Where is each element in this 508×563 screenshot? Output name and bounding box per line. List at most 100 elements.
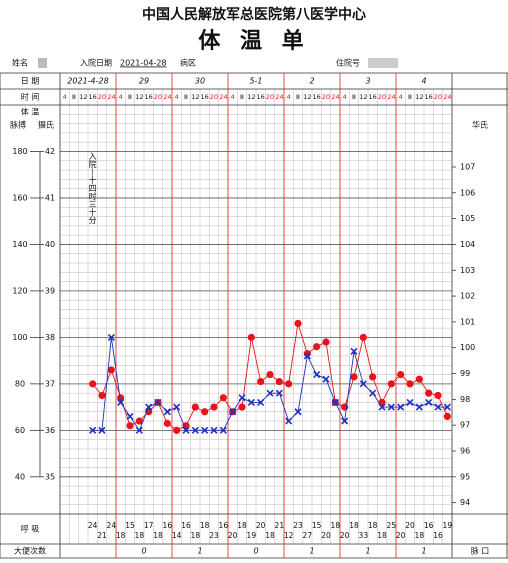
id-label: 住院号 (336, 58, 360, 68)
row-label: 脉搏 (10, 120, 26, 130)
pulse-point (126, 422, 134, 430)
pulse-point (238, 403, 246, 411)
time-label: 8 (296, 93, 300, 101)
time-label: 12 (415, 93, 423, 101)
celsius-tick-label: 40 (45, 240, 55, 249)
respiration-value: 24 (88, 521, 98, 530)
temperature-point (313, 371, 321, 379)
pulse-point (191, 403, 199, 411)
respiration-value: 20 (228, 531, 238, 540)
time-label: 20 (322, 93, 330, 101)
temperature-point (135, 426, 143, 434)
respiration-value: 20 (321, 531, 331, 540)
fahrenheit-tick-label: 106 (460, 188, 475, 197)
respiration-value: 18 (135, 531, 145, 540)
date-label: 3 (365, 77, 370, 86)
pulse-point (173, 426, 181, 434)
row-label: 华氏 (472, 120, 488, 130)
temperature-point (107, 333, 115, 341)
fahrenheit-tick-label: 102 (460, 292, 475, 301)
temperature-point (415, 403, 423, 411)
pulse-point (443, 412, 451, 420)
temperature-point (182, 426, 190, 434)
pulse-point (219, 394, 227, 402)
time-label: 24 (387, 93, 395, 101)
respiration-value: 16 (424, 521, 434, 530)
stool-value: 1 (421, 547, 426, 556)
time-label: 16 (313, 93, 321, 101)
time-label: 8 (184, 93, 188, 101)
time-label: 12 (247, 93, 255, 101)
fahrenheit-tick-label: 101 (460, 317, 475, 326)
celsius-tick-label: 38 (45, 333, 55, 342)
annotation: 入院—十四时三十分 (88, 152, 97, 225)
fahrenheit-tick-label: 103 (460, 266, 475, 275)
pulse-point (434, 391, 442, 400)
time-label: 24 (107, 93, 115, 101)
fahrenheit-tick-label: 100 (460, 343, 475, 352)
temperature-point (350, 347, 358, 355)
temperature-point (387, 403, 395, 411)
celsius-tick-label: 41 (45, 193, 55, 202)
respiration-value: 25 (387, 521, 397, 530)
admission-label: 入院日期 (80, 58, 112, 68)
time-label: 4 (231, 93, 235, 101)
row-label: 脉 口 (471, 546, 490, 556)
pulse-point (350, 373, 358, 381)
stool-value: 0 (141, 547, 146, 556)
time-label: 8 (352, 93, 356, 101)
temperature-point (397, 403, 405, 411)
time-label: 24 (163, 93, 171, 101)
stool-value: 1 (309, 547, 314, 556)
row-label: 日 期 (21, 77, 40, 86)
pulse-point (425, 389, 433, 397)
time-label: 24 (219, 93, 227, 101)
temperature-point (406, 398, 414, 407)
respiration-value: 23 (209, 531, 219, 540)
pulse-tick-label: 60 (15, 426, 25, 435)
respiration-value: 20 (396, 531, 406, 540)
time-label: 20 (154, 93, 162, 101)
respiration-value: 21 (275, 521, 285, 530)
temperature-point (443, 403, 451, 411)
time-label: 12 (135, 93, 143, 101)
pulse-point (98, 391, 106, 400)
time-label: 8 (240, 93, 244, 101)
pulse-tick-label: 160 (12, 193, 27, 202)
respiration-value: 18 (349, 521, 359, 530)
pulse-point (275, 377, 283, 386)
temperature-point (191, 426, 199, 434)
fahrenheit-tick-label: 105 (460, 214, 475, 223)
time-label: 20 (266, 93, 274, 101)
celsius-tick-label: 36 (45, 426, 55, 435)
respiration-value: 16 (219, 521, 229, 530)
time-label: 4 (399, 93, 403, 101)
time-label: 4 (175, 93, 179, 101)
temperature-point (154, 398, 162, 407)
name-label: 姓名 (12, 58, 28, 68)
temperature-point (294, 408, 302, 416)
respiration-value: 20 (340, 531, 350, 540)
time-label: 16 (257, 93, 265, 101)
temperature-point (173, 403, 181, 411)
time-label: 16 (369, 93, 377, 101)
respiration-value: 18 (116, 531, 126, 540)
stool-value: 0 (253, 547, 258, 556)
time-label: 12 (359, 93, 367, 101)
respiration-value: 19 (247, 531, 257, 540)
pulse-point (397, 370, 405, 379)
pulse-tick-label: 100 (12, 333, 27, 342)
temperature-point (98, 426, 106, 434)
respiration-value: 27 (303, 531, 313, 540)
pulse-point (322, 338, 330, 346)
pulse-point (107, 366, 115, 374)
temperature-point (163, 408, 171, 416)
pulse-tick-label: 80 (15, 379, 25, 388)
time-label: 8 (408, 93, 412, 101)
respiration-value: 18 (377, 531, 387, 540)
blurred (368, 58, 398, 68)
pulse-point (247, 333, 255, 341)
celsius-tick-label: 39 (45, 286, 55, 295)
pulse-point (387, 380, 395, 388)
